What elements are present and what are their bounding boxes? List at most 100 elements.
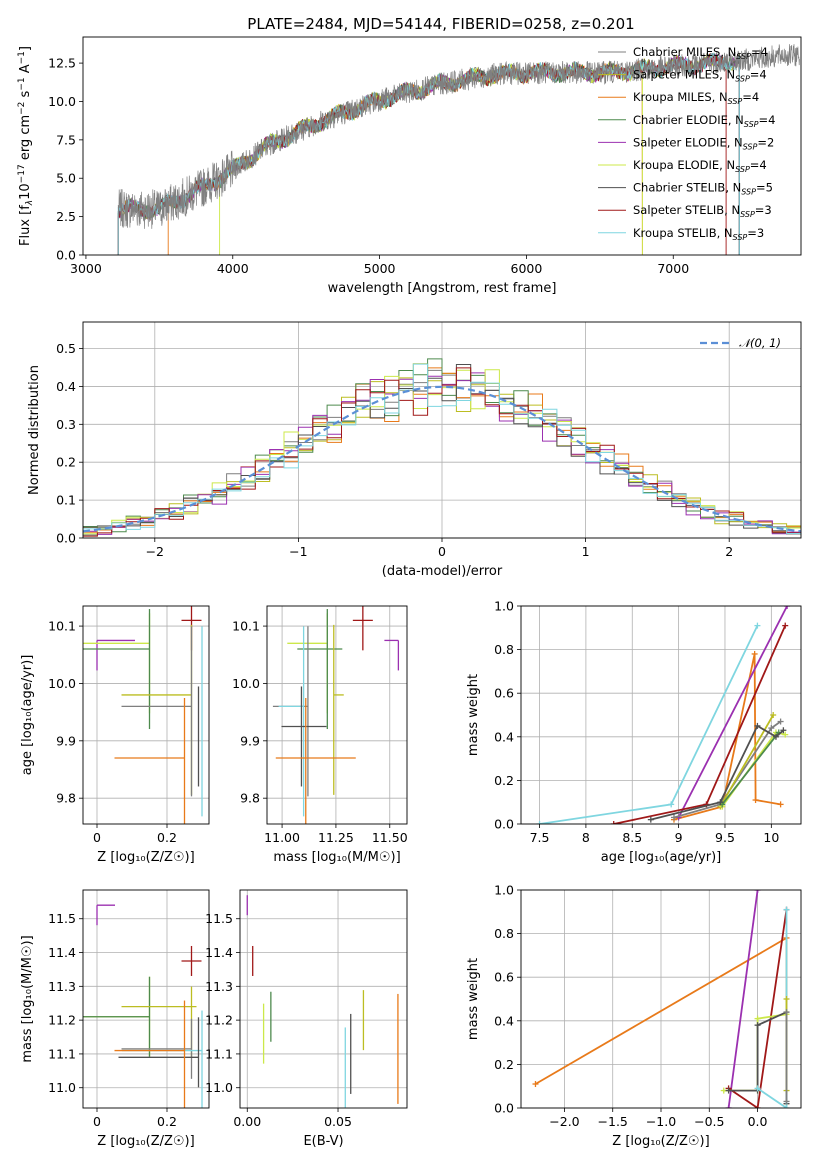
mass-weight-age-marker — [751, 650, 758, 657]
observed-spectrum-line — [117, 44, 800, 229]
y-tick-label: 1.0 — [494, 883, 514, 898]
mass-weight-age-marker — [777, 801, 784, 808]
mass-weight-age-marker — [777, 718, 784, 725]
mass-weight-metallicity-line — [757, 909, 788, 1108]
age-mass-point — [333, 624, 344, 795]
mass-weight-age-marker — [784, 606, 791, 609]
x-tick-label: −2.0 — [549, 1114, 579, 1129]
y-tick-label: 11.2 — [205, 1013, 233, 1028]
y-tick-label: 11.1 — [205, 1046, 233, 1061]
y-tick-label: 0.0 — [56, 248, 76, 263]
x-tick-label: 0 — [93, 830, 101, 845]
mass-vs-metallicity-panel: 0 0.2 11.0 11.1 11.2 11.3 11.4 11.5 Z [log₁₀(Z/Z… — [20, 889, 210, 1149]
mass-weight-age-marker — [752, 797, 759, 804]
y-tick-label: 11.3 — [48, 979, 76, 994]
y-tick-label: 0.0 — [494, 817, 514, 832]
mass-weight-metallicity-marker — [725, 1087, 732, 1094]
mass-weight-age-marker — [782, 731, 789, 738]
mass-weight-age-line — [721, 731, 780, 805]
y-tick-label: 0.2 — [56, 455, 76, 470]
x-tick-label: 6000 — [511, 261, 543, 276]
y-tick-label: 10.0 — [232, 676, 260, 691]
mass-weight-metallicity-marker — [783, 996, 790, 1002]
x-tick-label: −1.5 — [598, 1114, 628, 1129]
y-tick-label: 11.4 — [48, 945, 76, 960]
mass-weight-age-marker — [780, 727, 787, 734]
mass-weight-metallicity-marker — [783, 1098, 790, 1105]
mass-weight-age-marker — [610, 821, 617, 824]
y-tick-label: 11.2 — [48, 1013, 76, 1028]
x-tick-label: 0.00 — [233, 1114, 261, 1129]
x-tick-label: 9.5 — [715, 830, 735, 845]
plot-area — [117, 44, 800, 255]
mass-weight-metallicity-marker — [532, 1081, 539, 1088]
legend: Chabrier MILES, NSSP=4 Salpeter MILES, NS… — [598, 45, 775, 242]
plot-area — [532, 890, 790, 1108]
x-tick-label: 4000 — [217, 261, 249, 276]
residual-histogram-step — [83, 367, 801, 537]
mass-weight-metallicity-line — [728, 909, 788, 1108]
y-tick-label: 11.0 — [48, 1080, 76, 1095]
y-tick-label: 0.2 — [494, 1057, 514, 1072]
plot-area — [83, 358, 801, 537]
age-mass-point — [278, 626, 305, 817]
mass-weight-metallicity-marker — [754, 1022, 761, 1029]
mass-weight-metallicity-marker — [754, 890, 761, 893]
axes-frame — [520, 605, 802, 825]
legend-entry: Kroupa MILES, NSSP=4 — [633, 90, 759, 106]
age-metallicity-point — [121, 624, 193, 795]
mass-weight-age-marker — [754, 722, 761, 729]
legend-entry: Kroupa STELIB, NSSP=3 — [633, 226, 764, 242]
age-metallicity-point — [96, 639, 135, 671]
mass-weight-age-marker — [782, 622, 789, 629]
y-tick-label: 2.5 — [56, 209, 76, 224]
mass-weight-metallicity-marker — [783, 1009, 790, 1016]
mass-metallicity-point — [83, 976, 151, 1057]
x-tick-label: 8 — [582, 830, 590, 845]
mass-weight-vs-age-panel: 7.5 8 8.5 9 9.5 10 0.0 0.2 0.4 0.6 0.8 1.0 age [log₁… — [466, 599, 802, 865]
y-tick-label: 1.0 — [494, 599, 514, 614]
age-mass-point — [281, 686, 327, 787]
x-tick-label: 0.05 — [324, 1114, 352, 1129]
plot-area — [536, 606, 791, 824]
mass-weight-metallicity-marker — [783, 1105, 790, 1108]
mass-vs-ebv-panel: 0.00 0.05 11.0 11.1 11.2 11.3 11.4 11.5 E(B-V) — [205, 889, 408, 1149]
x-axis-label: Z [log₁₀(Z/Z☉)] — [97, 1134, 194, 1149]
mass-metallicity-point — [118, 1017, 200, 1088]
age-metallicity-point — [83, 609, 151, 730]
legend-entry: Salpeter MILES, NSSP=4 — [633, 68, 767, 84]
mass-weight-vs-metallicity-panel: −2.0 −1.5 −1.0 −0.5 0.0 0.0 0.2 0.4 0.6 0.8 1.0 Z [… — [466, 883, 802, 1149]
x-tick-label: 1 — [582, 544, 590, 559]
x-tick-label: 2 — [725, 544, 733, 559]
mass-weight-age-marker — [670, 814, 677, 821]
y-axis-label: mass weight — [466, 674, 481, 756]
mass-weight-metallicity-marker — [783, 906, 790, 913]
mass-weight-age-marker — [772, 733, 779, 740]
plot-area — [246, 895, 399, 1108]
x-tick-label: 0.2 — [157, 1114, 177, 1129]
y-tick-label: 10.0 — [48, 94, 76, 109]
mass-weight-metallicity-marker — [754, 1015, 761, 1022]
axes-frame — [82, 36, 802, 256]
y-tick-label: 11.5 — [48, 911, 76, 926]
x-tick-label: 5000 — [364, 261, 396, 276]
mass-weight-age-line — [613, 625, 787, 824]
x-tick-label: 11.50 — [372, 830, 408, 845]
y-tick-label: 0.5 — [56, 341, 76, 356]
y-tick-label: 0.4 — [494, 1013, 514, 1028]
mass-metallicity-point — [121, 986, 197, 1057]
normal-distribution-curve — [83, 385, 801, 533]
y-tick-label: 11.0 — [205, 1080, 233, 1095]
plot-area — [83, 606, 203, 824]
age-metallicity-point — [121, 626, 193, 797]
age-metallicity-point — [114, 698, 186, 824]
y-tick-label: 9.8 — [56, 791, 76, 806]
legend-entry: Kroupa ELODIE, NSSP=4 — [633, 158, 767, 174]
plot-area — [83, 904, 203, 1108]
x-tick-label: −1 — [289, 544, 307, 559]
y-tick-label: 0.8 — [494, 926, 514, 941]
y-axis-label: mass weight — [466, 958, 481, 1040]
legend-entry: 𝒩(0, 1) — [739, 336, 781, 350]
y-tick-label: 0.0 — [56, 531, 76, 546]
